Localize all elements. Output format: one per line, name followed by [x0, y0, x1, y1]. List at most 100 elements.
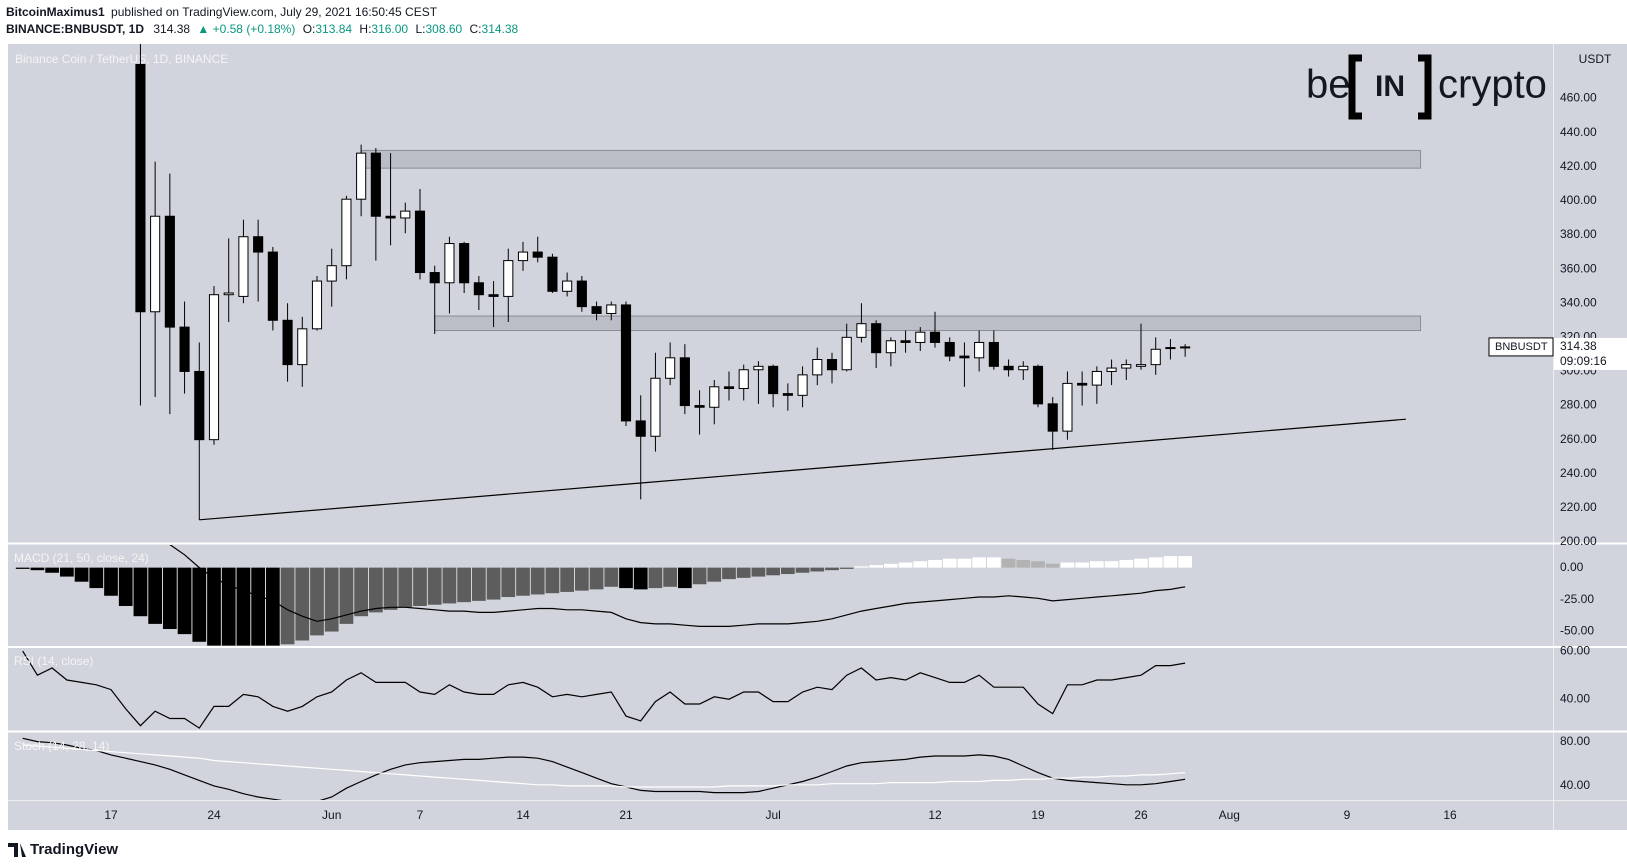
- candle-body: [856, 323, 867, 338]
- histogram-bar: [619, 567, 633, 589]
- candle-body: [944, 341, 955, 357]
- candle-body: [532, 251, 543, 258]
- y-tick-label: 220.00: [1560, 500, 1597, 514]
- candle-body: [576, 280, 587, 308]
- pane-0: [135, 44, 1422, 521]
- histogram-bar: [707, 567, 722, 582]
- histogram-bar: [501, 567, 516, 598]
- candle-body: [620, 304, 632, 422]
- histogram-bar: [1001, 558, 1016, 568]
- histogram-bar: [678, 567, 692, 589]
- y-axis-label: USDT: [1579, 52, 1612, 66]
- y-tick-label: 420.00: [1560, 159, 1597, 173]
- trend-line: [199, 418, 1406, 521]
- x-tick-label: Jun: [322, 808, 341, 822]
- candle-body: [562, 280, 573, 292]
- histogram-bar: [604, 567, 619, 587]
- candle-body: [341, 198, 352, 267]
- y-tick-label: 60.00: [1560, 643, 1590, 657]
- price-label-box: [1488, 337, 1554, 357]
- x-tick-label: Jul: [765, 808, 780, 822]
- x-tick-label: 19: [1031, 808, 1045, 822]
- candle-body: [414, 210, 426, 274]
- histogram-bar: [133, 567, 148, 617]
- histogram-bar: [810, 567, 825, 572]
- quote-value: 313.84: [315, 22, 352, 36]
- candle-body: [1150, 348, 1161, 366]
- logo-text: be: [1306, 63, 1351, 107]
- histogram-bar: [825, 567, 839, 571]
- candle-body: [665, 357, 676, 379]
- indicator-line: [22, 737, 1186, 800]
- candle-body: [591, 306, 602, 314]
- histogram-bar: [839, 567, 854, 569]
- candle-body: [194, 370, 205, 441]
- y-tick-label: 40.00: [1560, 778, 1590, 792]
- histogram-bar: [369, 567, 383, 613]
- candle-body: [1135, 364, 1147, 367]
- histogram-bar: [1119, 559, 1134, 568]
- histogram-bar: [413, 567, 427, 606]
- candle-body: [1106, 367, 1117, 372]
- candle-body: [429, 272, 440, 284]
- histogram-bar: [266, 567, 280, 646]
- price-label-value-box: [1554, 337, 1627, 370]
- candle-body: [797, 374, 808, 396]
- pane-2: [22, 650, 1186, 729]
- x-tick-label: 21: [619, 808, 633, 822]
- histogram-bar: [177, 567, 192, 635]
- indicator-title: RSI (14, close): [14, 654, 93, 668]
- chart-title: Binance Coin / TetherUS, 1D, BINANCE: [15, 52, 228, 66]
- x-tick-label: 16: [1443, 808, 1457, 822]
- indicator-title: Stoch (14, 28, 14): [14, 739, 109, 753]
- candle-body: [517, 251, 529, 262]
- histogram-bar: [442, 567, 457, 604]
- histogram-bar: [928, 559, 942, 568]
- histogram-bar: [1060, 562, 1075, 568]
- candle-body: [1077, 382, 1088, 386]
- histogram-bar: [545, 567, 560, 594]
- histogram-bar: [648, 567, 663, 589]
- x-tick-label: 17: [104, 808, 118, 822]
- y-tick-label: 200.00: [1560, 534, 1597, 548]
- x-tick-label: 12: [928, 808, 942, 822]
- candle-body: [871, 323, 882, 354]
- candle-body: [753, 365, 764, 371]
- price-change: ▲ +0.58 (+0.18%): [197, 22, 295, 36]
- footer-icon: [8, 843, 26, 857]
- y-tick-label: 440.00: [1560, 125, 1597, 139]
- histogram-bar: [118, 567, 133, 606]
- histogram-bar: [869, 565, 883, 568]
- y-tick-label: 260.00: [1560, 432, 1597, 446]
- candle-body: [738, 369, 749, 390]
- histogram-bar: [45, 567, 59, 573]
- candle-body: [709, 386, 720, 408]
- footer-brand: TradingView: [30, 841, 118, 858]
- indicator-line: [22, 650, 1186, 729]
- candle-body: [650, 377, 661, 437]
- symbol: BINANCE:BNBUSDT, 1D: [6, 22, 144, 36]
- candle-body: [679, 357, 690, 407]
- candle-body: [135, 63, 146, 313]
- horizontal-zone: [434, 315, 1422, 332]
- histogram-bar: [339, 567, 354, 624]
- histogram-bar: [427, 567, 442, 605]
- x-tick-label: 26: [1134, 808, 1148, 822]
- candle-body: [267, 251, 278, 321]
- histogram-bar: [663, 567, 677, 587]
- candle-body: [1180, 346, 1191, 349]
- histogram-bar: [104, 567, 118, 596]
- histogram-bar: [15, 567, 30, 569]
- candle-body: [826, 359, 838, 371]
- histogram-bar: [1148, 557, 1163, 568]
- candle-body: [988, 341, 999, 367]
- histogram-bar: [1090, 561, 1104, 568]
- candle-body: [1062, 382, 1073, 432]
- candle-body: [459, 243, 470, 284]
- candle-body: [1121, 364, 1132, 369]
- histogram-bar: [192, 567, 207, 642]
- y-tick-label: 340.00: [1560, 295, 1597, 309]
- y-tick-label: 400.00: [1560, 193, 1597, 207]
- candle-body: [370, 152, 381, 217]
- candle-body: [503, 260, 514, 297]
